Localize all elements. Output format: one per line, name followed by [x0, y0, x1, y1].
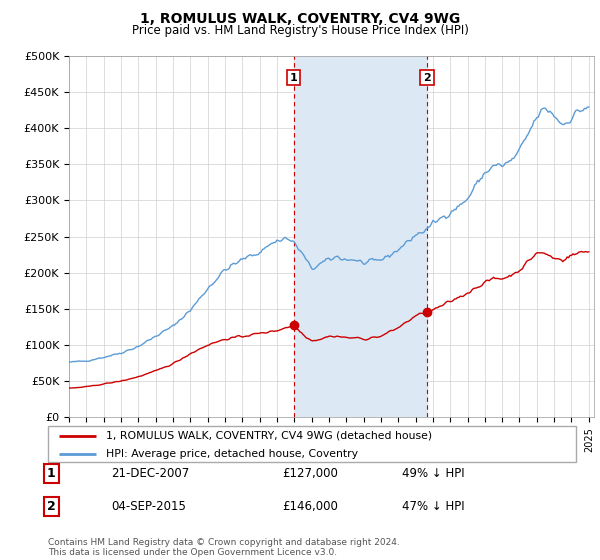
Text: £146,000: £146,000	[282, 500, 338, 514]
Text: 1: 1	[47, 466, 55, 480]
Text: 21-DEC-2007: 21-DEC-2007	[111, 466, 189, 480]
Text: 1, ROMULUS WALK, COVENTRY, CV4 9WG: 1, ROMULUS WALK, COVENTRY, CV4 9WG	[140, 12, 460, 26]
Text: 2: 2	[423, 73, 431, 83]
Text: 1, ROMULUS WALK, COVENTRY, CV4 9WG (detached house): 1, ROMULUS WALK, COVENTRY, CV4 9WG (deta…	[106, 431, 432, 441]
Text: 2: 2	[47, 500, 55, 514]
Text: 49% ↓ HPI: 49% ↓ HPI	[402, 466, 464, 480]
Text: HPI: Average price, detached house, Coventry: HPI: Average price, detached house, Cove…	[106, 449, 358, 459]
Text: 47% ↓ HPI: 47% ↓ HPI	[402, 500, 464, 514]
Text: £127,000: £127,000	[282, 466, 338, 480]
Text: 04-SEP-2015: 04-SEP-2015	[111, 500, 186, 514]
Text: Contains HM Land Registry data © Crown copyright and database right 2024.
This d: Contains HM Land Registry data © Crown c…	[48, 538, 400, 557]
Text: 1: 1	[290, 73, 298, 83]
Bar	[294, 56, 427, 417]
Text: Price paid vs. HM Land Registry's House Price Index (HPI): Price paid vs. HM Land Registry's House …	[131, 24, 469, 36]
FancyBboxPatch shape	[48, 426, 576, 462]
